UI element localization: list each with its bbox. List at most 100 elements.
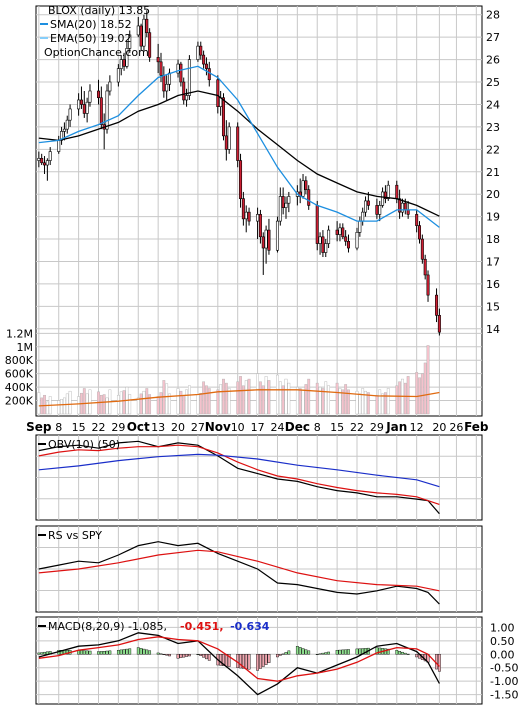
candle-body (142, 18, 146, 47)
volume-bar (378, 389, 382, 415)
volume-bar (222, 378, 225, 415)
macd-histogram-bar (222, 654, 225, 667)
volume-bar (148, 394, 152, 415)
candle-body (85, 101, 89, 114)
candle-body (366, 200, 370, 206)
candle-body (139, 25, 143, 47)
candle-body (287, 196, 291, 204)
volume-tick-label: 600K (5, 368, 34, 381)
macd-histogram-bar (375, 647, 379, 655)
candle-body (327, 229, 331, 244)
macd-histogram-bar (398, 651, 402, 655)
volume-bar (406, 376, 410, 415)
volume-bar (142, 390, 146, 415)
volume-bar (185, 389, 188, 415)
candle-body (179, 63, 183, 83)
macd-histogram-bar (341, 649, 345, 655)
macd-label: MACD(8,20,9) -1.085, (48, 620, 167, 633)
candle-body (68, 108, 72, 121)
volume-bar (304, 384, 308, 415)
x-axis-label: 20 (432, 421, 446, 434)
macd-histogram-bar (125, 648, 129, 655)
macd-histogram-bar (185, 654, 188, 657)
macd-histogram-bar (267, 654, 271, 663)
candle-body (301, 180, 305, 197)
volume-bar (381, 393, 384, 415)
volume-bar (136, 397, 140, 415)
volume-bar (403, 382, 407, 415)
candle-body (65, 119, 69, 130)
candle-body (162, 74, 166, 92)
volume-bar (295, 386, 299, 415)
volume-bar (398, 381, 402, 415)
volume-bar (355, 390, 359, 415)
macd-histogram-bar (347, 649, 350, 655)
candle-body (304, 180, 308, 191)
macd-histogram-bar (139, 648, 143, 655)
macd-histogram-bar (256, 654, 259, 671)
volume-bar (284, 378, 288, 415)
volume-bar (344, 384, 348, 415)
volume-bar (63, 397, 66, 415)
candle-body (122, 59, 126, 67)
candle-body (128, 34, 132, 49)
macd-histogram-bar (148, 650, 152, 655)
x-axis-label: 15 (330, 421, 344, 434)
chart-title: BLOX (daily) 13.85 (48, 4, 150, 17)
candle-body (264, 229, 268, 249)
candle-body (355, 232, 359, 249)
candle-body (258, 214, 262, 238)
candle-body (381, 191, 385, 206)
candle-body (159, 61, 163, 76)
macd-histogram-bar (355, 648, 359, 655)
macd-histogram-bar (188, 654, 191, 657)
macd-histogram-bar (219, 654, 223, 666)
price-tick-label: 20 (486, 188, 500, 201)
volume-tick-label: 1M (17, 341, 34, 354)
candle-body (79, 99, 83, 105)
candle-body (99, 97, 103, 125)
volume-bar (239, 376, 242, 415)
volume-bar (420, 373, 424, 415)
volume-bar (116, 394, 120, 415)
volume-tick-label: 800K (5, 354, 34, 367)
candle-body (335, 229, 339, 235)
volume-bar (347, 389, 350, 415)
macd-histogram-bar (105, 650, 109, 655)
candle-body (395, 184, 399, 199)
x-axis-label: Sep (26, 420, 52, 434)
candle-body (43, 162, 47, 166)
volume-bar (324, 381, 328, 415)
x-axis-label: 17 (251, 421, 265, 434)
macd-histogram-bar (207, 654, 211, 661)
candle-body (261, 236, 265, 249)
volume-bar (122, 390, 126, 415)
candle-body (96, 90, 100, 99)
volume-bar (105, 397, 109, 415)
macd-histogram-bar (239, 654, 242, 669)
volume-bar (423, 362, 427, 415)
macd-tick-label: 0.50 (490, 635, 515, 648)
volume-bar (321, 388, 325, 415)
volume-bar (426, 345, 430, 415)
volume-bar (315, 382, 319, 415)
candle-body (398, 198, 402, 213)
macd-histogram-bar (176, 654, 180, 659)
candle-body (420, 238, 424, 260)
macd-histogram-bar (304, 649, 308, 655)
x-axis-label: Jan (385, 420, 407, 434)
macd-histogram-bar (295, 646, 299, 655)
obv-title: OBV(10) (50) (48, 438, 120, 451)
candle-body (307, 189, 311, 206)
macd-histogram-bar (247, 654, 251, 670)
macd-histogram-bar (335, 650, 339, 655)
volume-bar (384, 392, 387, 415)
macd-histogram-bar (205, 654, 208, 660)
macd-histogram-bar (128, 648, 132, 655)
macd-histogram-bar (327, 651, 330, 655)
macd-histogram-bar (162, 654, 166, 655)
volume-bar (139, 393, 143, 415)
macd-histogram-bar (378, 647, 382, 655)
candle-body (318, 236, 322, 244)
macd-histogram-bar (88, 650, 92, 655)
